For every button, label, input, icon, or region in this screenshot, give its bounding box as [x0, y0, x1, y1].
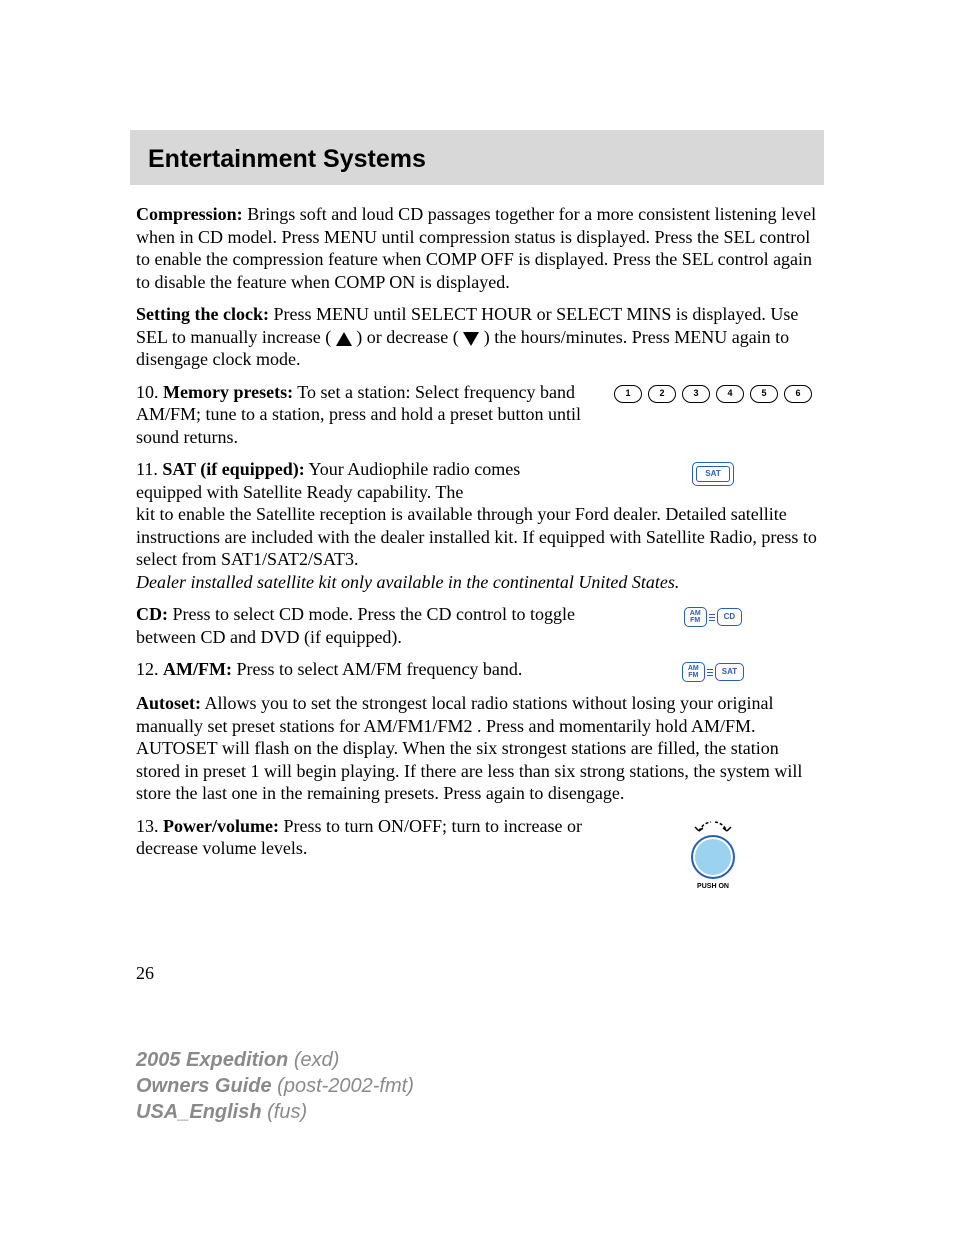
autoset-paragraph: Autoset: Allows you to set the strongest…	[136, 692, 818, 805]
sat-full-paragraph: kit to enable the Satellite reception is…	[136, 503, 818, 593]
sat-body-full: kit to enable the Satellite reception is…	[136, 504, 817, 569]
sat-right-pill: SAT	[715, 663, 744, 681]
amfm-row: 12. AM/FM: Press to select AM/FM frequen…	[136, 658, 818, 682]
preset-button-3: 3	[682, 385, 710, 403]
amfm-label: AM/FM:	[163, 659, 232, 679]
footer-line-1: 2005 Expedition (exd)	[136, 1047, 414, 1073]
power-text: 13. Power/volume: Press to turn ON/OFF; …	[136, 815, 588, 860]
page-number: 26	[136, 962, 818, 985]
memory-presets-row: 10. Memory presets: To set a station: Se…	[136, 381, 818, 449]
sat-italic-note: Dealer installed satellite kit only avai…	[136, 572, 679, 592]
cd-right-pill: CD	[717, 608, 743, 626]
cd-text: CD: Press to select CD mode. Press the C…	[136, 603, 588, 648]
memory-presets-text: 10. Memory presets: To set a station: Se…	[136, 381, 588, 449]
compression-label: Compression:	[136, 204, 243, 224]
cd-body: Press to select CD mode. Press the CD co…	[136, 604, 575, 647]
amfm-cd-button-icon: AM FM CD	[684, 607, 742, 627]
preset-button-5: 5	[750, 385, 778, 403]
memory-presets-figure: 1 2 3 4 5 6	[608, 381, 818, 403]
section-header: Entertainment Systems	[130, 130, 824, 185]
cd-label: CD:	[136, 604, 168, 624]
clock-label: Setting the clock:	[136, 304, 269, 324]
amfm-body: Press to select AM/FM frequency band.	[232, 659, 522, 679]
sat-button-icon: SAT	[692, 462, 733, 486]
preset-buttons-group: 1 2 3 4 5 6	[614, 385, 812, 403]
autoset-label: Autoset:	[136, 693, 201, 713]
power-figure: PUSH ON	[608, 815, 818, 892]
down-triangle-icon	[463, 332, 479, 346]
clock-paragraph: Setting the clock: Press MENU until SELE…	[136, 303, 818, 371]
knob-arrows-icon	[685, 819, 741, 831]
preset-button-1: 1	[614, 385, 642, 403]
volume-knob-icon	[691, 835, 735, 879]
cd-figure: AM FM CD	[608, 603, 818, 627]
power-label: Power/volume:	[163, 816, 279, 836]
push-on-label: PUSH ON	[697, 883, 729, 892]
cd-row: CD: Press to select CD mode. Press the C…	[136, 603, 818, 648]
amfm-sat-button-icon: AM FM SAT	[682, 662, 744, 682]
combo-bars-icon-2	[707, 669, 713, 677]
section-title: Entertainment Systems	[148, 144, 806, 175]
power-row: 13. Power/volume: Press to turn ON/OFF; …	[136, 815, 818, 892]
fm-label: FM	[690, 617, 700, 624]
footer-block: 2005 Expedition (exd) Owners Guide (post…	[136, 1047, 414, 1125]
amfm-text: 12. AM/FM: Press to select AM/FM frequen…	[136, 658, 588, 681]
memory-presets-label: Memory presets:	[163, 382, 293, 402]
sat-button-label: SAT	[696, 466, 729, 482]
am-label-2: AM	[688, 665, 699, 672]
item-number: 11.	[136, 459, 162, 479]
amfm-left-pill-2: AM FM	[682, 662, 705, 682]
footer-line-2: Owners Guide (post-2002-fmt)	[136, 1073, 414, 1099]
autoset-body: Allows you to set the strongest local ra…	[136, 693, 802, 803]
power-knob-icon: PUSH ON	[685, 819, 741, 892]
amfm-figure: AM FM SAT	[608, 658, 818, 682]
preset-button-2: 2	[648, 385, 676, 403]
fm-label-2: FM	[688, 672, 698, 679]
page-container: Entertainment Systems Compression: Bring…	[0, 0, 954, 984]
footer-line-3: USA_English (fus)	[136, 1099, 414, 1125]
compression-paragraph: Compression: Brings soft and loud CD pas…	[136, 203, 818, 293]
up-triangle-icon	[336, 332, 352, 346]
sat-text-narrow: 11. SAT (if equipped): Your Audiophile r…	[136, 458, 588, 503]
sat-figure: SAT	[608, 458, 818, 486]
preset-button-4: 4	[716, 385, 744, 403]
item-number: 12.	[136, 659, 163, 679]
clock-text-b: ) or decrease (	[352, 327, 463, 347]
preset-button-6: 6	[784, 385, 812, 403]
item-number: 13.	[136, 816, 163, 836]
item-number: 10.	[136, 382, 163, 402]
amfm-left-pill: AM FM	[684, 607, 707, 627]
content-area: Compression: Brings soft and loud CD pas…	[130, 203, 824, 984]
sat-row: 11. SAT (if equipped): Your Audiophile r…	[136, 458, 818, 503]
sat-label: SAT (if equipped):	[162, 459, 304, 479]
am-label: AM	[690, 610, 701, 617]
combo-bars-icon	[709, 614, 715, 622]
